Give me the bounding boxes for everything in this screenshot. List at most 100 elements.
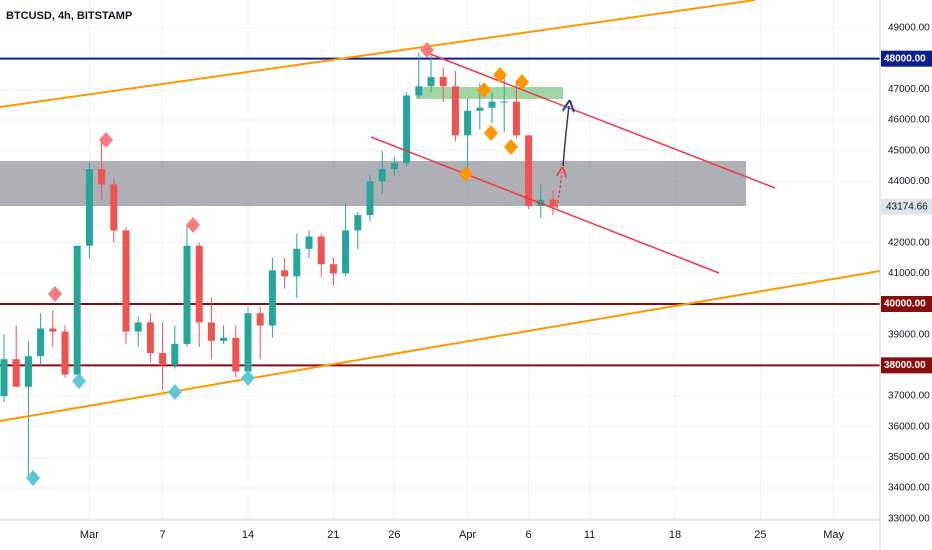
- candle-body: [207, 322, 215, 341]
- candle-body: [122, 230, 130, 332]
- level-label-box: [881, 50, 932, 67]
- candle-body: [329, 264, 337, 274]
- diamond: [241, 370, 255, 386]
- level-label: 38000.00: [884, 360, 926, 371]
- candle-body: [403, 95, 411, 163]
- candle-body: [244, 313, 252, 372]
- axis-labels: 33000.00 34000.00 35000.00 36000.00 37000.00…: [80, 23, 932, 541]
- x-tick-label: Apr: [459, 529, 476, 541]
- diamond: [168, 384, 182, 400]
- candle-body: [317, 236, 325, 265]
- candle-body: [256, 313, 264, 326]
- y-tick-label: 41000.00: [888, 268, 930, 279]
- candle-body: [110, 184, 118, 231]
- candle-body: [464, 110, 472, 136]
- trend-line: [424, 51, 776, 189]
- candle-body: [24, 356, 32, 387]
- candle-body: [232, 337, 240, 372]
- level-label: 48000.00: [884, 53, 926, 64]
- candle-body: [415, 86, 423, 96]
- x-tick-label: 25: [754, 529, 766, 541]
- diamond: [26, 470, 40, 486]
- y-tick-label: 34000.00: [888, 483, 930, 494]
- candle-body: [488, 101, 496, 108]
- x-tick-label: 26: [388, 529, 400, 541]
- last-price-box: [881, 198, 932, 215]
- x-tick-label: May: [823, 529, 844, 541]
- candle-body: [500, 101, 508, 103]
- chart-title: BTCUSD, 4h, BITSTAMP: [6, 10, 132, 22]
- x-tick-label: 14: [242, 529, 254, 541]
- y-tick-label: 36000.00: [888, 421, 930, 432]
- diamond: [477, 82, 491, 98]
- levels: [0, 57, 880, 367]
- x-tick-label: 11: [584, 529, 595, 541]
- diamond: [99, 132, 113, 148]
- channel-line: [0, 270, 880, 422]
- candle-body: [439, 77, 447, 87]
- candle-body: [171, 343, 179, 366]
- candle-body: [354, 215, 362, 231]
- channel-line: [0, 0, 756, 108]
- candle-body: [183, 245, 191, 344]
- candle-body: [268, 270, 276, 326]
- diamond: [48, 286, 62, 302]
- candle-body: [61, 331, 69, 375]
- last-price-label: 43174.66: [886, 201, 928, 212]
- candle-body: [85, 169, 93, 246]
- candle-body: [37, 328, 45, 357]
- candle-body: [98, 169, 106, 185]
- diamond: [515, 74, 529, 90]
- candle-body: [12, 359, 20, 387]
- level-label-box: [881, 357, 932, 374]
- diamond: [186, 217, 200, 233]
- candle-body: [342, 230, 350, 274]
- trend-line: [370, 136, 720, 274]
- diamond: [493, 67, 507, 83]
- candle-body: [476, 107, 484, 111]
- x-tick-label: Mar: [80, 529, 99, 541]
- diamond: [72, 373, 86, 389]
- candle-body: [195, 245, 203, 323]
- candle-body: [134, 322, 142, 332]
- x-tick-label: 7: [160, 529, 166, 541]
- grid: [0, 0, 880, 520]
- candle-body: [378, 169, 386, 182]
- y-tick-label: 35000.00: [888, 452, 930, 463]
- candle-body: [525, 135, 533, 206]
- candle-body: [220, 337, 228, 341]
- diamond: [504, 139, 518, 155]
- y-tick-label: 49000.00: [888, 23, 930, 34]
- candle-body: [0, 359, 8, 397]
- candle-body: [390, 162, 398, 170]
- x-tick-label: 18: [669, 529, 681, 541]
- x-tick-label: 6: [526, 529, 532, 541]
- diamonds-top: [48, 42, 434, 302]
- candle-body: [549, 199, 557, 207]
- diamonds-bottom: [26, 370, 255, 486]
- candle-body: [49, 328, 57, 332]
- y-tick-label: 39000.00: [888, 329, 930, 340]
- y-tick-label: 33000.00: [888, 513, 930, 524]
- arrow: [562, 106, 569, 167]
- candle-body: [281, 270, 289, 277]
- y-tick-label: 44000.00: [888, 176, 930, 187]
- drawings: [0, 0, 880, 486]
- candle-body: [451, 86, 459, 136]
- diamonds-orange: [459, 67, 529, 182]
- candle-body: [73, 245, 81, 375]
- candle-body: [305, 236, 313, 249]
- y-tick-label: 42000.00: [888, 237, 930, 248]
- candle-body: [512, 101, 520, 136]
- level-label-box: [881, 296, 932, 313]
- diamond: [484, 125, 498, 141]
- y-tick-label: 45000.00: [888, 145, 930, 156]
- candle-body: [293, 248, 301, 277]
- candle-body: [146, 322, 154, 354]
- level-label: 40000.00: [884, 299, 926, 310]
- y-tick-label: 46000.00: [888, 115, 930, 126]
- y-tick-label: 47000.00: [888, 84, 930, 95]
- candle-body: [366, 181, 374, 216]
